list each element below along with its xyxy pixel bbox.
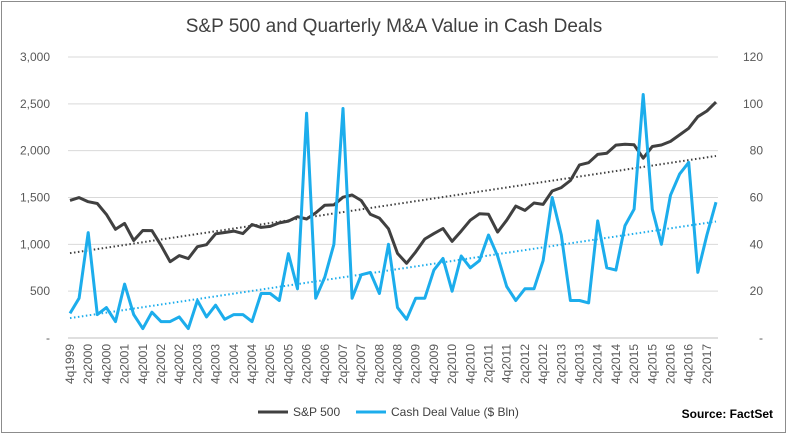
left-tick-label: 1,500	[20, 191, 50, 205]
legend-label-sp500: S&P 500	[293, 405, 340, 419]
left-tick-label: 2,000	[20, 144, 50, 158]
x-tick-label: 2q2000	[81, 344, 95, 384]
x-tick-label: 4q2002	[172, 344, 186, 384]
x-tick-label: 2q2007	[336, 344, 350, 384]
left-tick-label: -	[46, 331, 50, 345]
x-tick-label: 4q2013	[573, 344, 587, 384]
series-line-0	[69, 101, 718, 265]
left-tick-label: 2,500	[20, 97, 50, 111]
x-tick-label: 4q2008	[391, 344, 405, 384]
trendline-0	[69, 154, 717, 255]
chart-title: S&P 500 and Quarterly M&A Value in Cash …	[186, 16, 602, 37]
legend: S&P 500 Cash Deal Value ($ Bln)	[258, 405, 519, 419]
x-tick-label: 2q2012	[518, 344, 532, 384]
x-tick-label: 4q2001	[136, 344, 150, 384]
x-tick-label: 2q2011	[482, 344, 496, 383]
x-tick-label: 2q2017	[700, 344, 714, 384]
x-axis-ticks: 4q1999 2q2000 4q2000 2q2001 4q2001 2q2002 4q20…	[63, 344, 714, 384]
x-tick-label: 4q2003	[209, 344, 223, 384]
x-tick-label: 2q2002	[154, 344, 168, 384]
left-tick-label: 500	[30, 284, 50, 298]
legend-label-cash-deal-value: Cash Deal Value ($ Bln)	[391, 405, 519, 419]
right-tick-label: 40	[750, 237, 764, 251]
right-tick-label: 80	[750, 144, 764, 158]
x-tick-label: 4q2000	[99, 344, 113, 384]
right-tick-label: 60	[750, 191, 764, 205]
right-tick-label: 20	[750, 284, 764, 298]
x-tick-label: 4q2004	[245, 344, 259, 384]
x-tick-label: 4q2011	[500, 344, 514, 383]
x-tick-label: 2q2013	[554, 344, 568, 384]
right-axis-ticks: - 20 40 60 80 100 120	[743, 50, 763, 345]
x-tick-label: 2q2014	[591, 344, 605, 384]
trendline-1	[69, 220, 717, 320]
x-tick-label: 4q2009	[427, 344, 441, 384]
x-tick-label: 4q2006	[318, 344, 332, 384]
x-tick-label: 4q1999	[63, 344, 77, 384]
x-tick-label: 4q2014	[609, 344, 623, 384]
right-tick-label: -	[759, 331, 763, 345]
x-tick-label: 2q2004	[227, 344, 241, 384]
series-line-1	[68, 93, 718, 331]
right-tick-label: 100	[743, 97, 763, 111]
x-tick-label: 2q2010	[445, 344, 459, 384]
x-tick-label: 2q2016	[664, 344, 678, 384]
left-tick-label: 1,000	[20, 237, 50, 251]
left-axis-ticks: - 500 1,000 1,500 2,000 2,500 3,000	[20, 50, 50, 345]
x-tick-label: 4q2007	[354, 344, 368, 384]
right-tick-label: 120	[743, 50, 763, 64]
x-tick-label: 2q2008	[372, 344, 386, 384]
x-tick-label: 2q2006	[300, 344, 314, 384]
series-lines	[68, 93, 718, 331]
x-tick-label: 2q2001	[118, 344, 132, 384]
x-tick-label: 2q2015	[627, 344, 641, 384]
x-tick-label: 2q2003	[190, 344, 204, 384]
trendlines	[69, 154, 717, 320]
x-tick-label: 4q2005	[281, 344, 295, 384]
x-tick-label: 4q2012	[536, 344, 550, 384]
x-tick-label: 2q2005	[263, 344, 277, 384]
gridlines	[68, 56, 718, 339]
left-tick-label: 3,000	[20, 50, 50, 64]
x-tick-label: 2q2009	[409, 344, 423, 384]
x-tick-label: 4q2016	[682, 344, 696, 384]
source-note: Source: FactSet	[682, 407, 773, 421]
x-tick-label: 4q2015	[645, 344, 659, 384]
x-tick-label: 4q2010	[463, 344, 477, 384]
